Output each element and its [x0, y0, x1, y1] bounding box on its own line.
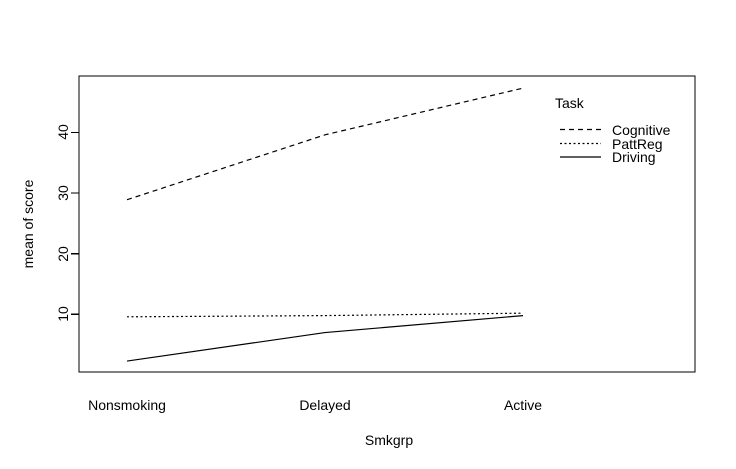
legend-label-driving: Driving: [612, 149, 656, 165]
x-category-label-nonsmoking: Nonsmoking: [88, 397, 166, 413]
x-category-label-delayed: Delayed: [299, 397, 351, 413]
y-tick-label-30: 30: [55, 185, 71, 201]
legend-label-cognitive: Cognitive: [612, 121, 671, 138]
x-axis-title: Smkgrp: [364, 432, 414, 448]
legend-label-pattreg: PattReg: [612, 135, 663, 152]
y-axis-title: mean of score: [20, 179, 36, 269]
y-tick-label-10: 10: [55, 306, 71, 323]
y-tick-label-40: 40: [55, 124, 71, 141]
series-line-pattreg: [126, 312, 524, 318]
series-line-cognitive: [126, 87, 524, 201]
y-tick-label-20: 20: [55, 245, 71, 262]
plot-box-border: [78, 75, 696, 373]
x-category-label-active: Active: [503, 397, 543, 413]
legend-title: Task: [555, 95, 584, 111]
series-line-driving: [126, 314, 524, 362]
